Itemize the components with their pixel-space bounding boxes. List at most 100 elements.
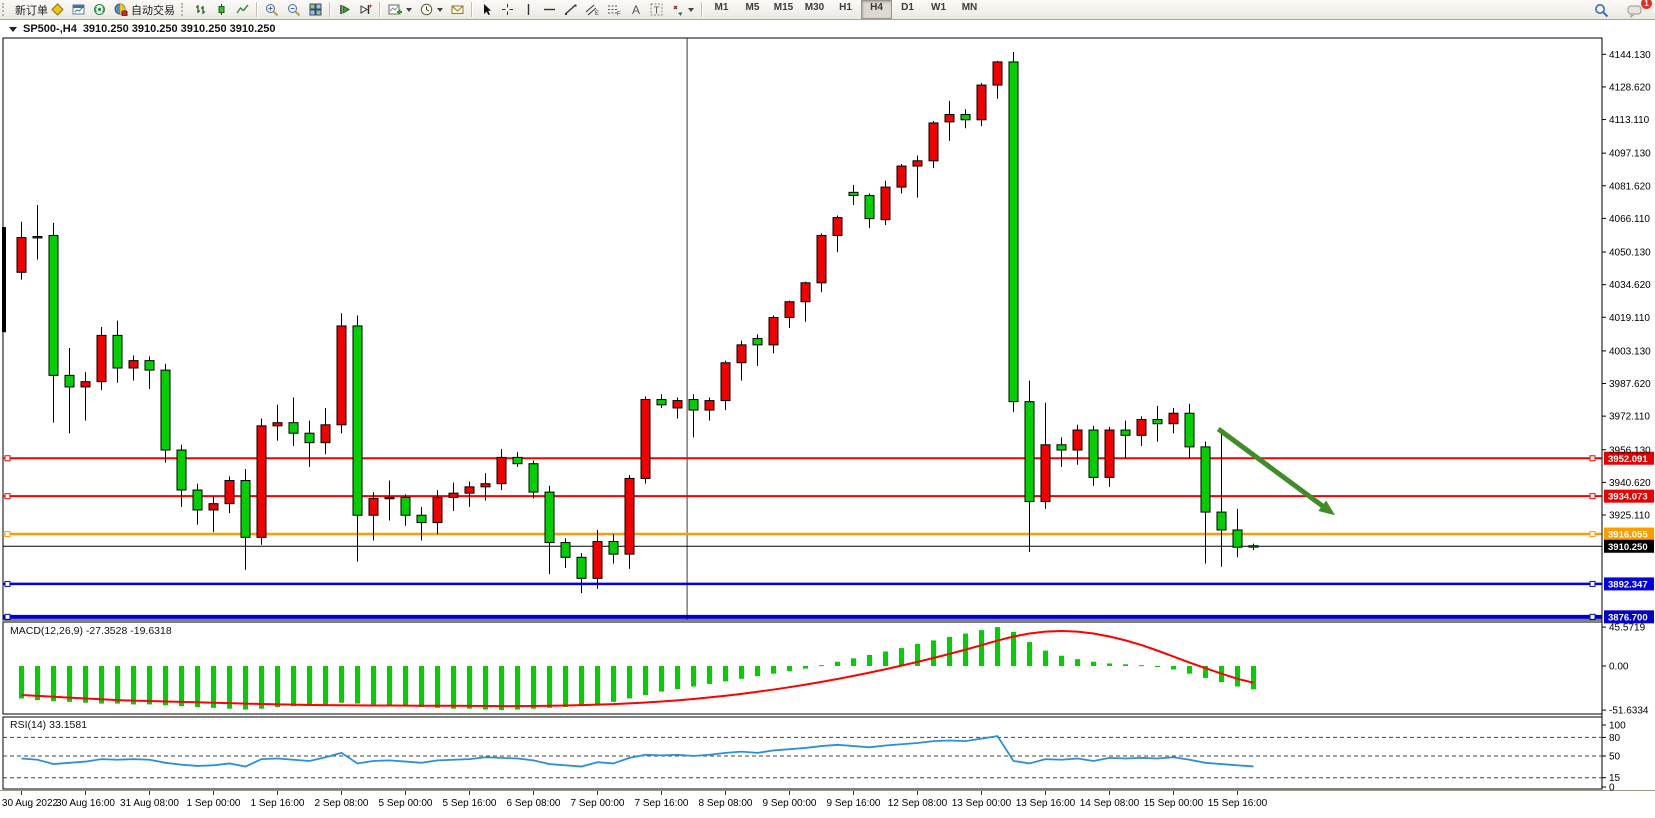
timeframe-m15-button[interactable]: M15 bbox=[773, 2, 794, 13]
toolbar-separator bbox=[701, 2, 703, 17]
text-tool-button[interactable]: A bbox=[625, 0, 646, 19]
svg-text:3956.130: 3956.130 bbox=[1609, 445, 1651, 456]
svg-text:7 Sep 16:00: 7 Sep 16:00 bbox=[635, 798, 689, 809]
svg-text:1 Sep 16:00: 1 Sep 16:00 bbox=[251, 798, 305, 809]
svg-text:5 Sep 00:00: 5 Sep 00:00 bbox=[379, 798, 433, 809]
fibonacci-tool-button[interactable]: F bbox=[603, 0, 625, 19]
timeframe-h1-button[interactable]: H1 bbox=[839, 2, 852, 13]
chart-symbol-dropdown-icon[interactable] bbox=[9, 26, 17, 32]
svg-text:30 Aug 16:00: 30 Aug 16:00 bbox=[56, 798, 115, 809]
new-chart-button[interactable] bbox=[68, 0, 89, 19]
trend-arrow-object[interactable] bbox=[1216, 426, 1336, 516]
equidistant-channel-tool-button[interactable]: E bbox=[581, 0, 603, 19]
svg-text:4144.130: 4144.130 bbox=[1609, 50, 1651, 61]
svg-text:8 Sep 08:00: 8 Sep 08:00 bbox=[699, 798, 753, 809]
chart-symbol-label: SP500-,H4 bbox=[23, 23, 77, 35]
svg-text:3972.110: 3972.110 bbox=[1609, 412, 1650, 423]
svg-text:E: E bbox=[595, 11, 599, 16]
toolbar-grip bbox=[2, 3, 9, 16]
crosshair-icon bbox=[501, 3, 514, 16]
line-chart-style-button[interactable] bbox=[232, 0, 253, 19]
zoom-out-button[interactable] bbox=[283, 0, 305, 19]
svg-text:A: A bbox=[632, 3, 640, 16]
tile-windows-button[interactable] bbox=[305, 0, 326, 19]
toolbar-separator bbox=[379, 2, 381, 17]
toolbar-separator bbox=[256, 2, 258, 17]
trendline-tool-button[interactable] bbox=[560, 0, 581, 19]
svg-text:0: 0 bbox=[1609, 783, 1615, 794]
bar-chart-style-button[interactable] bbox=[190, 0, 211, 19]
svg-text:14 Sep 08:00: 14 Sep 08:00 bbox=[1080, 798, 1140, 809]
timeframe-mn-button[interactable]: MN bbox=[961, 2, 978, 13]
svg-text:4050.130: 4050.130 bbox=[1609, 248, 1651, 259]
crosshair-tool-button[interactable] bbox=[497, 0, 518, 19]
toolbar-separator bbox=[471, 2, 473, 17]
svg-text:3952.091: 3952.091 bbox=[1608, 454, 1648, 465]
toolbar-grip bbox=[181, 3, 188, 16]
svg-text:3940.620: 3940.620 bbox=[1609, 478, 1651, 489]
arrows-tool-button[interactable] bbox=[667, 0, 698, 19]
autotrade-label: 自动交易 bbox=[131, 4, 175, 17]
svg-text:9 Sep 00:00: 9 Sep 00:00 bbox=[763, 798, 817, 809]
chat-button[interactable]: 1 bbox=[1623, 0, 1652, 20]
step-forward-button[interactable] bbox=[334, 0, 355, 19]
svg-text:3892.347: 3892.347 bbox=[1608, 579, 1648, 590]
svg-text:30 Aug 2022: 30 Aug 2022 bbox=[2, 798, 59, 809]
svg-text:45.5719: 45.5719 bbox=[1609, 623, 1646, 634]
cursor-icon bbox=[480, 3, 493, 16]
candlestick-style-icon bbox=[215, 3, 228, 16]
zoom-out-icon bbox=[287, 3, 301, 16]
add-indicator-icon bbox=[388, 3, 402, 16]
svg-text:100: 100 bbox=[1609, 721, 1626, 732]
chat-icon bbox=[1627, 4, 1643, 18]
text-icon: A bbox=[629, 3, 642, 16]
svg-text:15: 15 bbox=[1609, 773, 1621, 784]
svg-text:1 Sep 00:00: 1 Sep 00:00 bbox=[187, 798, 241, 809]
add-indicator-button[interactable] bbox=[384, 0, 416, 19]
timeframe-m1-button[interactable]: M1 bbox=[714, 2, 729, 13]
timeframe-m30-button[interactable]: M30 bbox=[804, 2, 825, 13]
horizontal-line-tool-button[interactable] bbox=[539, 0, 560, 19]
bar-chart-style-icon bbox=[194, 3, 207, 16]
svg-text:15 Sep 16:00: 15 Sep 16:00 bbox=[1208, 798, 1268, 809]
svg-text:12 Sep 08:00: 12 Sep 08:00 bbox=[888, 798, 948, 809]
vertical-line-tool-button[interactable] bbox=[518, 0, 539, 19]
left-edge-partial-candle bbox=[2, 227, 6, 333]
zoom-in-icon bbox=[265, 3, 279, 16]
signals-button[interactable] bbox=[89, 0, 110, 19]
timeframe-m5-button[interactable]: M5 bbox=[745, 2, 760, 13]
svg-text:-51.6334: -51.6334 bbox=[1609, 706, 1649, 717]
cursor-tool-button[interactable] bbox=[476, 0, 497, 19]
templates-button[interactable] bbox=[447, 0, 468, 19]
text-label-tool-button[interactable]: T bbox=[646, 0, 667, 19]
timeframe-d1-button[interactable]: D1 bbox=[901, 2, 914, 13]
diamond-icon bbox=[51, 3, 64, 16]
autotrading-button[interactable]: 自动交易 bbox=[110, 0, 179, 19]
svg-text:4066.110: 4066.110 bbox=[1609, 214, 1650, 225]
periods-clock-icon bbox=[420, 3, 433, 16]
svg-text:F: F bbox=[617, 12, 621, 17]
timeframe-h4-button[interactable]: H4 bbox=[861, 0, 892, 19]
svg-text:80: 80 bbox=[1609, 733, 1621, 744]
periods-button[interactable] bbox=[416, 0, 447, 19]
timeframe-w1-button[interactable]: W1 bbox=[931, 2, 946, 13]
zoom-in-button[interactable] bbox=[261, 0, 283, 19]
price-axis[interactable]: 4144.130 4128.620 4113.110 4097.130 4081.620… bbox=[1601, 38, 1651, 789]
notification-badge: 1 bbox=[1641, 0, 1652, 9]
candlestick-style-button[interactable] bbox=[211, 0, 232, 19]
svg-text:T: T bbox=[654, 6, 660, 17]
step-end-button[interactable] bbox=[355, 0, 376, 19]
search-button[interactable] bbox=[1590, 1, 1613, 20]
trendline-icon bbox=[564, 3, 577, 16]
chevron-down-icon bbox=[406, 7, 412, 12]
pane-frames bbox=[0, 37, 1655, 791]
svg-text:4019.110: 4019.110 bbox=[1609, 313, 1650, 324]
new-order-button[interactable]: 新订单 bbox=[11, 0, 68, 19]
svg-text:3876.700: 3876.700 bbox=[1608, 612, 1648, 623]
search-icon bbox=[1594, 3, 1609, 18]
